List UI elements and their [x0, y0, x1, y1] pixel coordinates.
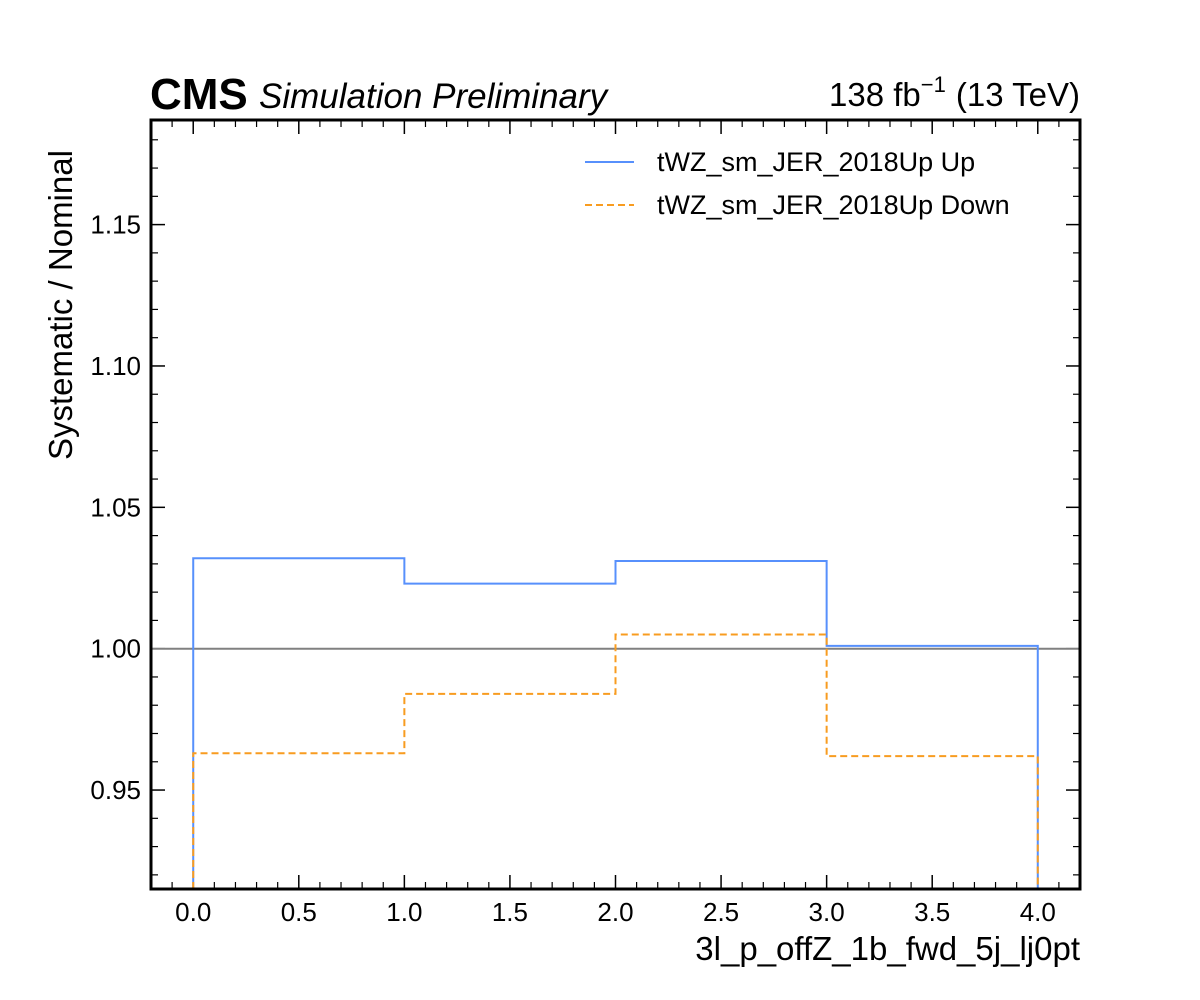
- lumi-exponent: −1: [921, 72, 946, 97]
- x-tick-label: 2.0: [597, 897, 633, 927]
- experiment-label: CMS: [150, 70, 248, 119]
- legend-entry-down: tWZ_sm_JER_2018Up Down: [657, 190, 1010, 220]
- legend-entry-up: tWZ_sm_JER_2018Up Up: [657, 147, 975, 177]
- x-tick-label: 4.0: [1020, 897, 1056, 927]
- x-tick-label: 0.5: [281, 897, 317, 927]
- lumi-value: 138 fb: [829, 76, 921, 113]
- y-tick-label: 1.10: [90, 351, 141, 381]
- y-tick-label: 1.15: [90, 210, 141, 240]
- tick-labels: 0.0 0.5 1.0 1.5 2.0 2.5 3.0 3.5 4.0 0.95 1.00 1.05 1…: [90, 210, 1055, 927]
- lumi-energy: (13 TeV): [956, 76, 1080, 113]
- luminosity-label: 138 fb−1 (13 TeV): [829, 72, 1080, 113]
- y-axis-label: Systematic / Nominal: [42, 150, 79, 460]
- series-line-down: [192, 633, 1039, 889]
- plot-area: 0.0 0.5 1.0 1.5 2.0 2.5 3.0 3.5 4.0 0.95 1.00 1.05 1…: [90, 118, 1082, 927]
- x-tick-label: 3.0: [809, 897, 845, 927]
- x-tick-label: 0.0: [175, 897, 211, 927]
- y-tick-label: 1.05: [90, 492, 141, 522]
- series-line-up: [192, 557, 1039, 889]
- x-axis-label: 3l_p_offZ_1b_fwd_5j_lj0pt: [695, 930, 1080, 967]
- legend: tWZ_sm_JER_2018Up Up tWZ_sm_JER_2018Up Do…: [585, 147, 1010, 220]
- axis-ticks: [150, 120, 1081, 889]
- simulation-label: Simulation Preliminary: [259, 77, 610, 116]
- plot-frame: [149, 118, 1082, 891]
- x-tick-label: 2.5: [703, 897, 739, 927]
- y-tick-label: 0.95: [90, 775, 141, 805]
- y-tick-label: 1.00: [90, 634, 141, 664]
- x-tick-label: 3.5: [914, 897, 950, 927]
- x-tick-label: 1.5: [492, 897, 528, 927]
- x-tick-label: 1.0: [386, 897, 422, 927]
- series-layer: [192, 557, 1039, 889]
